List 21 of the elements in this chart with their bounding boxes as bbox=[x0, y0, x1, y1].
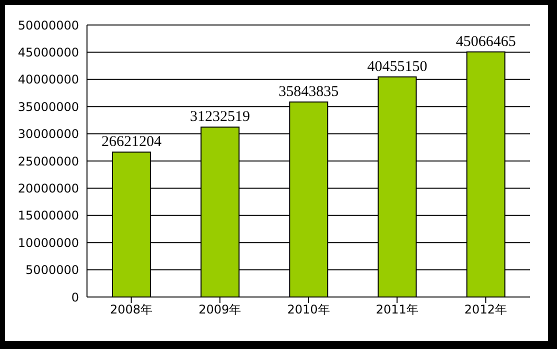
y-tick-label: 20000000 bbox=[18, 181, 79, 196]
y-tick-label: 0 bbox=[71, 290, 79, 304]
y-tick-label: 50000000 bbox=[18, 18, 79, 32]
y-tick-label: 5000000 bbox=[26, 263, 79, 278]
x-tick-label: 2008年 bbox=[110, 302, 153, 317]
y-tick-label: 40000000 bbox=[18, 72, 79, 87]
y-tick-label: 30000000 bbox=[18, 127, 79, 142]
x-tick-label: 2011年 bbox=[376, 302, 418, 317]
y-tick-label: 15000000 bbox=[18, 208, 79, 223]
data-label: 35843835 bbox=[278, 84, 339, 100]
data-label: 31232519 bbox=[190, 109, 250, 126]
y-tick-label: 10000000 bbox=[18, 236, 79, 250]
x-tick-label: 2009年 bbox=[198, 302, 242, 317]
y-tick-label: 45000000 bbox=[18, 45, 79, 60]
x-tick-label: 2010年 bbox=[287, 302, 330, 317]
y-tick-label: 25000000 bbox=[18, 154, 79, 168]
data-label: 26621204 bbox=[101, 134, 162, 150]
y-tick-label: 35000000 bbox=[18, 100, 79, 114]
data-label: 45066465 bbox=[456, 34, 516, 50]
x-tick-label: 2012年 bbox=[464, 302, 507, 317]
data-label: 40455150 bbox=[367, 58, 428, 75]
